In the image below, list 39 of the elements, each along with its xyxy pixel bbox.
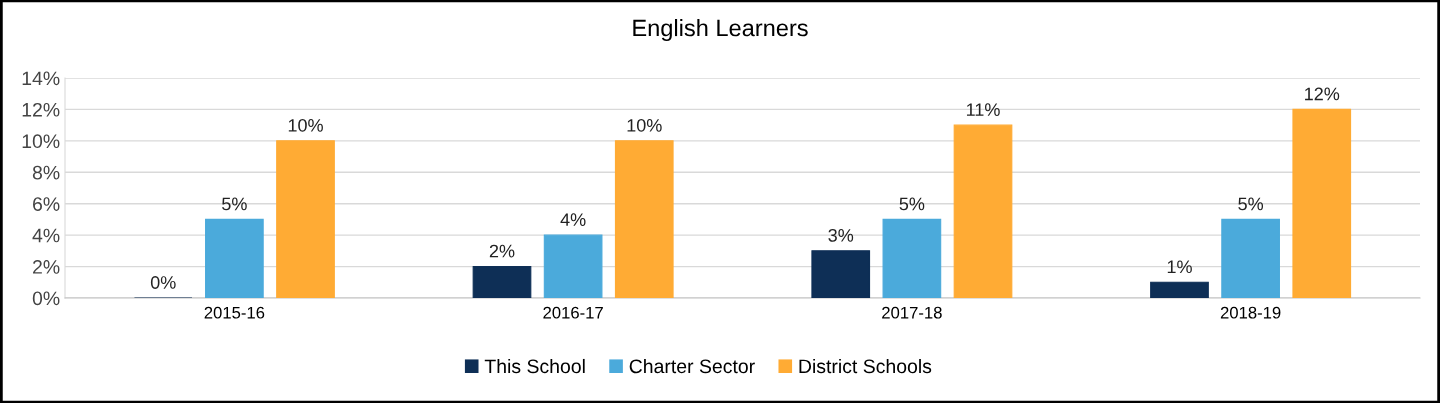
x-tick-label: 2015-16 xyxy=(204,306,265,319)
chart-title: English Learners xyxy=(633,19,808,41)
y-tick-label: 10% xyxy=(22,134,60,149)
bar xyxy=(276,140,335,298)
y-tick-label: 6% xyxy=(33,197,60,211)
x-tick-label: 2018-19 xyxy=(1220,306,1281,319)
y-tick-label: 8% xyxy=(32,165,60,180)
bar xyxy=(472,266,532,298)
legend-label: Charter Sector xyxy=(629,358,755,374)
bar xyxy=(811,250,871,298)
y-tick-label: 14% xyxy=(22,71,60,86)
data-label: 5% xyxy=(222,197,247,211)
data-label: 1% xyxy=(1167,260,1192,274)
bar xyxy=(882,218,942,298)
y-tick-label: 2% xyxy=(33,260,60,274)
data-label: 2% xyxy=(489,244,515,258)
bar xyxy=(543,234,603,298)
bar xyxy=(953,124,1013,298)
data-label: 12% xyxy=(1305,87,1340,101)
y-tick-label: 4% xyxy=(32,228,60,243)
data-label: 3% xyxy=(828,228,854,242)
legend-label: This School xyxy=(484,358,585,374)
bar xyxy=(614,140,674,298)
bar xyxy=(1150,281,1209,298)
legend-label: District Schools xyxy=(799,358,932,374)
data-label: 5% xyxy=(899,197,925,211)
x-tick-label: 2016-17 xyxy=(543,306,603,319)
data-label: 10% xyxy=(627,118,662,132)
data-label: 10% xyxy=(288,118,323,132)
y-tick-label: 12% xyxy=(22,102,60,117)
x-tick-label: 2017-18 xyxy=(882,306,942,319)
bar xyxy=(1292,108,1352,298)
data-label: 11% xyxy=(966,103,1000,116)
bar xyxy=(205,218,264,298)
bar xyxy=(1221,218,1280,298)
data-label: 4% xyxy=(560,213,586,226)
y-tick-label: 0% xyxy=(32,291,60,306)
data-label: 0% xyxy=(150,276,176,289)
data-label: 5% xyxy=(1238,197,1264,211)
